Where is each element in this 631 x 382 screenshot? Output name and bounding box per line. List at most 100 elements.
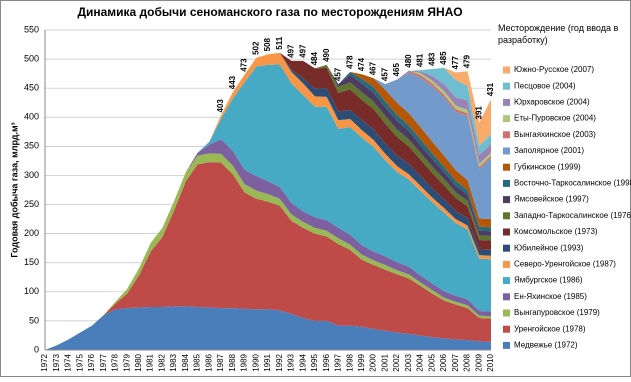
- total-label: 431: [486, 82, 495, 96]
- total-label: 497: [287, 44, 296, 58]
- x-tick-label: 1986: [204, 353, 213, 371]
- legend-swatch: [503, 163, 510, 171]
- legend-label: Вынгапуровское (1979): [514, 308, 600, 317]
- legend-label: Южно-Русское (2007): [514, 65, 594, 74]
- y-tick-label: 200: [24, 228, 39, 238]
- legend-label: Медвежье (1972): [514, 341, 578, 350]
- chart-title: Динамика добычи сеноманского газа по мес…: [77, 5, 462, 19]
- x-tick-label: 1974: [64, 353, 73, 371]
- legend-title-box: Месторождение (год ввода в разработку): [498, 23, 619, 45]
- legend-label: Ямбургское (1986): [514, 276, 583, 285]
- legend-label: Юбилейное (1993): [514, 243, 584, 252]
- x-tick-label: 2010: [486, 353, 495, 371]
- legend-label: Губкинское (1999): [514, 162, 581, 171]
- legend-swatch: [503, 82, 510, 90]
- x-tick-label: 1983: [169, 353, 178, 371]
- legend-label: Комсомольское (1973): [514, 227, 598, 236]
- x-tick-label: 2001: [380, 353, 389, 371]
- legend-label: Заполярное (2001): [514, 146, 584, 155]
- x-tick-label: 1975: [75, 353, 84, 371]
- legend-label: Песцовое (2004): [514, 81, 576, 90]
- y-tick-label: 300: [24, 170, 39, 180]
- x-tick-label: 1996: [322, 353, 331, 371]
- legend-label: Западно-Таркосалинское (1976): [514, 211, 631, 220]
- x-tick-label: 1982: [157, 353, 166, 371]
- x-tick-label: 1992: [275, 353, 284, 371]
- area: [45, 139, 491, 350]
- legend-swatch: [503, 277, 510, 285]
- y-tick-label: 450: [24, 83, 39, 93]
- x-tick-label: 1999: [357, 353, 366, 371]
- area: [45, 64, 491, 350]
- x-tick-label: 1991: [263, 353, 272, 371]
- legend-swatch: [503, 212, 510, 220]
- legend-label: Еты-Пуровское (2004): [514, 114, 596, 123]
- total-label: 474: [357, 57, 366, 71]
- x-tick-label: 1978: [111, 353, 120, 371]
- x-tick-label: 1990: [251, 353, 260, 371]
- legend-swatch: [503, 131, 510, 139]
- x-tick-label: 1995: [310, 353, 319, 371]
- total-label: 485: [439, 51, 448, 65]
- legend-swatch: [503, 293, 510, 301]
- area: [45, 306, 491, 350]
- total-label: 483: [427, 52, 436, 66]
- legend-swatch: [503, 325, 510, 333]
- legend-swatch: [503, 66, 510, 74]
- legend-swatch: [503, 115, 510, 123]
- x-tick-label: 1981: [146, 353, 155, 371]
- legend-swatch: [503, 179, 510, 187]
- x-tick-label: 1984: [181, 353, 190, 371]
- y-tick-label: 550: [24, 24, 39, 34]
- x-tick-label: 1998: [345, 353, 354, 371]
- x-tick-label: 2008: [463, 353, 472, 371]
- legend-label: Уренгойское (1978): [514, 324, 586, 333]
- x-tick-label: 1994: [298, 353, 307, 371]
- total-label: 478: [345, 55, 354, 69]
- y-tick-label: 500: [24, 53, 39, 63]
- x-tick-label: 2006: [439, 353, 448, 371]
- legend-title: Месторождение (год ввода в разработку): [498, 23, 619, 45]
- total-label: 457: [380, 67, 389, 81]
- x-tick-label: 1972: [40, 353, 49, 371]
- total-label: 497: [298, 44, 307, 58]
- total-label: 465: [392, 63, 401, 77]
- y-tick-label: 400: [24, 112, 39, 122]
- x-tick-label: 2003: [404, 353, 413, 371]
- area: [45, 162, 491, 350]
- total-label: 481: [416, 53, 425, 67]
- x-tick-label: 1993: [287, 353, 296, 371]
- legend-label: Юрхаровское (2004): [514, 98, 590, 107]
- total-label: 502: [251, 41, 260, 55]
- legend-label: Ен-Яхинское (1985): [514, 292, 587, 301]
- x-tick-label: 1985: [193, 353, 202, 371]
- x-tick-label: 2009: [474, 353, 483, 371]
- total-label: 477: [451, 56, 460, 70]
- y-tick-label: 50: [29, 315, 39, 325]
- total-label: 467: [369, 61, 378, 75]
- legend-swatch: [503, 98, 510, 106]
- x-tick-label: 1976: [87, 353, 96, 371]
- legend-swatch: [503, 260, 510, 268]
- total-label: 479: [463, 54, 472, 68]
- total-label: 473: [240, 58, 249, 72]
- x-tick-label: 2002: [392, 353, 401, 371]
- legend-label: Восточно-Таркосалинское (1998): [514, 179, 631, 188]
- legend-swatch: [503, 228, 510, 236]
- total-label: 480: [404, 54, 413, 68]
- x-tick-label: 1997: [334, 353, 343, 371]
- total-label: 511: [275, 36, 284, 49]
- x-tick-label: 1973: [52, 353, 61, 371]
- x-tick-label: 2004: [416, 353, 425, 371]
- legend-swatch: [503, 341, 510, 349]
- y-tick-label: 350: [24, 141, 39, 151]
- x-tick-label: 2000: [369, 353, 378, 371]
- legend-swatch: [503, 244, 510, 252]
- area: [45, 52, 491, 350]
- x-tick-label: 2005: [427, 353, 436, 371]
- legend-label: Ямсовейское (1997): [514, 195, 589, 204]
- area: [45, 52, 491, 350]
- legend-swatch: [503, 147, 510, 155]
- total-label: 391: [474, 106, 483, 120]
- total-label: 457: [334, 67, 343, 81]
